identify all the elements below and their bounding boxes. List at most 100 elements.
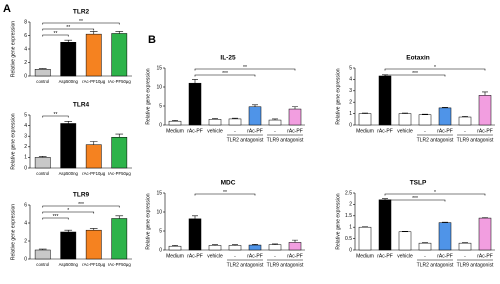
y-axis-label: Relative gene expression (10, 204, 16, 260)
significance-label: ** (54, 112, 58, 118)
group-label: TLR9 antagonist (267, 262, 304, 268)
error-bar (115, 215, 124, 219)
axis (354, 193, 495, 251)
bar (418, 114, 432, 126)
bar (458, 242, 472, 251)
bar (248, 244, 262, 251)
significance-label: * (434, 190, 436, 196)
error-bar (362, 112, 368, 114)
significance-label: ** (223, 190, 227, 196)
error-bar (232, 244, 238, 246)
significance-bracket (194, 74, 256, 77)
significance-label: ** (79, 19, 83, 25)
bar (188, 218, 202, 251)
bar (111, 137, 128, 169)
y-tick-label: 5 (159, 228, 162, 234)
y-axis-label: Relative gene expression (335, 193, 341, 249)
bar (111, 218, 128, 260)
axis (164, 68, 305, 126)
x-tick-label: rAc-PF50μg (108, 171, 132, 176)
y-tick-label: 4 (24, 220, 27, 226)
significance-label: ** (54, 31, 58, 37)
error-bar (212, 118, 218, 120)
y-tick-label: 0 (24, 256, 27, 262)
error-bar (115, 133, 124, 138)
error-bar (462, 116, 468, 118)
x-tick-label: - (464, 128, 466, 134)
x-tick-label: rAc-PF10μg (82, 79, 106, 84)
significance-bracket (384, 68, 486, 71)
significance-label: *** (412, 196, 418, 202)
bar (85, 33, 102, 77)
group-label: TLR2 antagonist (417, 137, 454, 143)
bar (34, 157, 51, 169)
x-tick-label: - (464, 253, 466, 259)
bar (60, 231, 77, 260)
significance-label: *** (222, 71, 228, 77)
x-tick-label: Asp500ng (59, 171, 79, 176)
group-label: TLR9 antagonist (457, 262, 494, 268)
y-tick-label: 10 (156, 84, 162, 90)
x-tick-label: - (234, 253, 236, 259)
error-bar (38, 68, 47, 70)
bar (398, 113, 412, 126)
bar (60, 42, 77, 77)
significance-label: * (67, 208, 69, 214)
x-tick-label: rAc-PF50μg (108, 79, 132, 84)
y-tick-label: 0 (24, 73, 27, 79)
bar (85, 144, 102, 169)
y-tick-label: 6 (24, 202, 27, 208)
bar (458, 116, 472, 126)
y-tick-label: 5 (349, 65, 352, 71)
error-bar (292, 239, 298, 243)
bar (168, 120, 182, 126)
bar (60, 123, 77, 169)
error-bar (212, 244, 218, 246)
significance-bracket (42, 34, 69, 37)
significance-bracket (42, 217, 69, 220)
bar (358, 226, 372, 251)
x-tick-label: rAc-PF (477, 128, 493, 134)
error-bar (272, 118, 278, 121)
significance-label: * (434, 65, 436, 71)
y-tick-label: 2 (349, 100, 352, 106)
bar (228, 118, 242, 126)
error-bar (252, 244, 258, 246)
y-tick-label: 4 (349, 77, 352, 83)
error-bar (38, 248, 47, 250)
x-tick-label: rAc-PF (287, 253, 303, 259)
bar (378, 199, 392, 251)
error-bar (482, 91, 488, 96)
significance-label: ** (243, 65, 247, 71)
y-tick-label: 1 (24, 155, 27, 161)
y-axis-label: Relative gene expression (335, 68, 341, 124)
group-label: TLR2 antagonist (227, 137, 264, 143)
y-tick-label: 0.5 (345, 236, 352, 242)
chart-title: IL-25 (220, 55, 236, 62)
y-tick-label: 0 (349, 122, 352, 128)
y-tick-label: 8 (24, 19, 27, 25)
bar (188, 82, 202, 126)
error-bar (64, 229, 73, 232)
significance-bracket (384, 199, 446, 202)
y-tick-label: 4 (24, 46, 27, 52)
error-bar (64, 39, 73, 43)
significance-bracket (42, 28, 95, 31)
error-bar (115, 31, 124, 34)
chart-title: MDC (221, 180, 236, 187)
group-label: TLR2 antagonist (417, 262, 454, 268)
x-tick-label: rAc-PF (187, 128, 203, 134)
y-tick-label: 5 (24, 112, 27, 118)
group-label: TLR2 antagonist (227, 262, 264, 268)
error-bar (402, 112, 408, 114)
x-tick-label: rAc-PF (187, 253, 203, 259)
group-label: TLR9 antagonist (267, 137, 304, 143)
x-tick-label: - (424, 253, 426, 259)
error-bar (292, 106, 298, 110)
bar (268, 244, 282, 251)
y-tick-label: 1 (349, 225, 352, 231)
x-tick-label: Asp500ng (59, 79, 79, 84)
significance-bracket (194, 193, 256, 196)
error-bar (172, 245, 178, 247)
